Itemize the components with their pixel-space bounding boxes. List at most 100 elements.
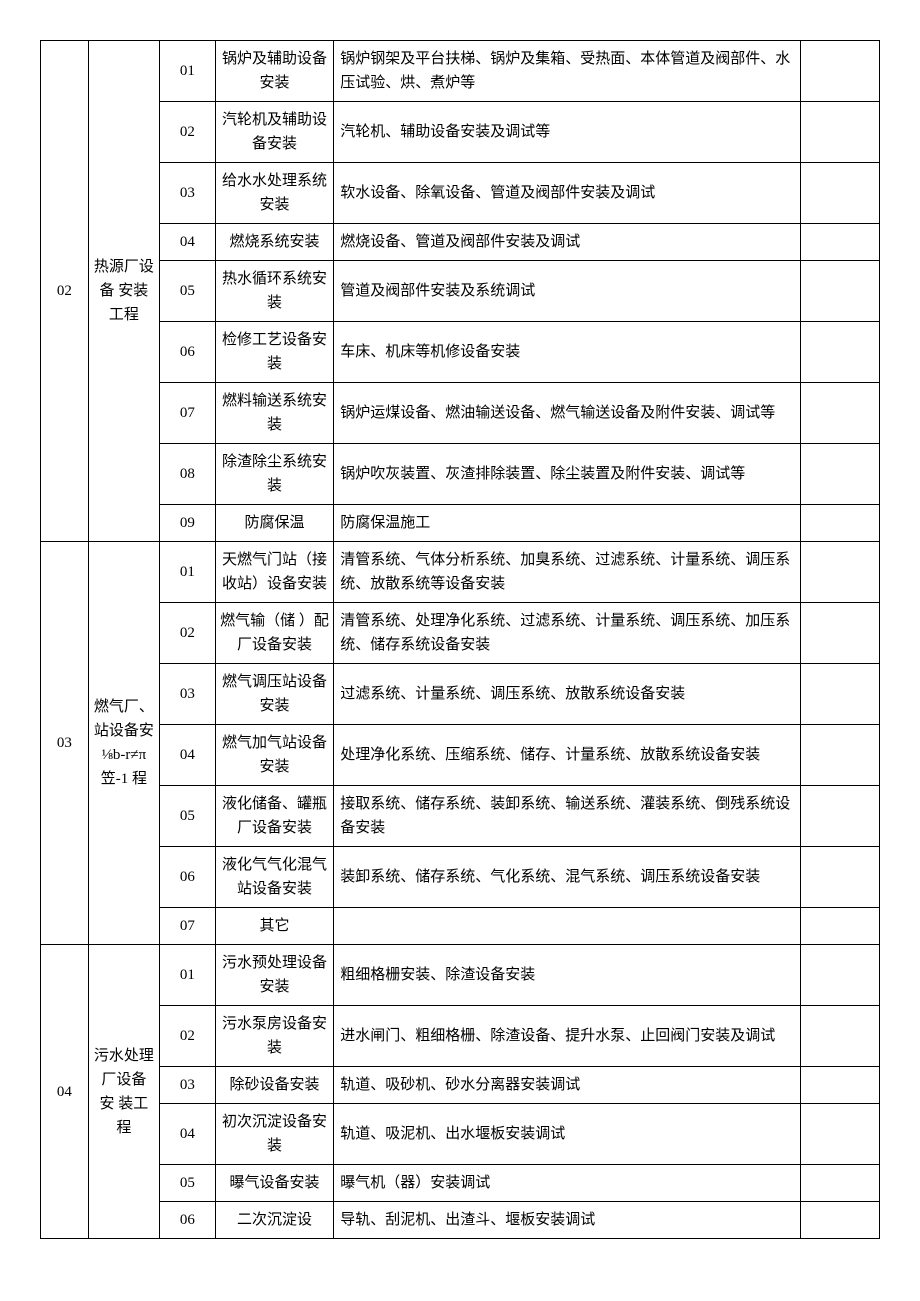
table-row: 04燃气加气站设备安装处理净化系统、压缩系统、储存、计量系统、放散系统设备安装 (41, 725, 880, 786)
row-num: 07 (160, 383, 216, 444)
item-desc: 锅炉吹灰装置、灰渣排除装置、除尘装置及附件安装、调试等 (334, 444, 801, 505)
table-row: 06二次沉淀设导轨、刮泥机、出渣斗、堰板安装调试 (41, 1202, 880, 1239)
blank-cell (800, 786, 879, 847)
table-row: 03给水水处理系统安装软水设备、除氧设备、管道及阀部件安装及调试 (41, 163, 880, 224)
item-name: 液化储备、罐瓶厂设备安装 (215, 786, 334, 847)
item-name: 污水泵房设备安装 (215, 1006, 334, 1067)
row-num: 07 (160, 908, 216, 945)
blank-cell (800, 1104, 879, 1165)
table-row: 08除渣除尘系统安装锅炉吹灰装置、灰渣排除装置、除尘装置及附件安装、调试等 (41, 444, 880, 505)
item-desc: 轨道、吸泥机、出水堰板安装调试 (334, 1104, 801, 1165)
blank-cell (800, 383, 879, 444)
blank-cell (800, 1067, 879, 1104)
row-num: 08 (160, 444, 216, 505)
item-desc: 轨道、吸砂机、砂水分离器安装调试 (334, 1067, 801, 1104)
blank-cell (800, 1006, 879, 1067)
row-num: 06 (160, 847, 216, 908)
item-desc: 粗细格栅安装、除渣设备安装 (334, 945, 801, 1006)
table-row: 05热水循环系统安装管道及阀部件安装及系统调试 (41, 261, 880, 322)
blank-cell (800, 1165, 879, 1202)
table-row: 02污水泵房设备安装进水闸门、粗细格栅、除渣设备、提升水泵、止回阀门安装及调试 (41, 1006, 880, 1067)
item-name: 初次沉淀设备安装 (215, 1104, 334, 1165)
row-num: 03 (160, 163, 216, 224)
item-desc: 装卸系统、储存系统、气化系统、混气系统、调压系统设备安装 (334, 847, 801, 908)
table-row: 09防腐保温防腐保温施工 (41, 505, 880, 542)
spec-table: 02热源厂设 备 安装工程01锅炉及辅助设备安装锅炉钢架及平台扶梯、锅炉及集箱、… (40, 40, 880, 1239)
row-num: 02 (160, 1006, 216, 1067)
item-name: 液化气气化混气站设备安装 (215, 847, 334, 908)
table-row: 03除砂设备安装轨道、吸砂机、砂水分离器安装调试 (41, 1067, 880, 1104)
item-desc: 管道及阀部件安装及系统调试 (334, 261, 801, 322)
item-name: 给水水处理系统安装 (215, 163, 334, 224)
item-name: 污水预处理设备安装 (215, 945, 334, 1006)
blank-cell (800, 322, 879, 383)
item-name: 燃气加气站设备安装 (215, 725, 334, 786)
table-row: 02热源厂设 备 安装工程01锅炉及辅助设备安装锅炉钢架及平台扶梯、锅炉及集箱、… (41, 41, 880, 102)
blank-cell (800, 41, 879, 102)
blank-cell (800, 505, 879, 542)
row-num: 02 (160, 603, 216, 664)
item-desc: 燃烧设备、管道及阀部件安装及调试 (334, 224, 801, 261)
item-desc (334, 908, 801, 945)
section-id: 03 (41, 542, 89, 945)
item-name: 曝气设备安装 (215, 1165, 334, 1202)
item-name: 二次沉淀设 (215, 1202, 334, 1239)
row-num: 06 (160, 1202, 216, 1239)
table-row: 05曝气设备安装曝气机（器）安装调试 (41, 1165, 880, 1202)
item-desc: 处理净化系统、压缩系统、储存、计量系统、放散系统设备安装 (334, 725, 801, 786)
item-name: 燃料输送系统安装 (215, 383, 334, 444)
item-desc: 清管系统、处理净化系统、过滤系统、计量系统、调压系统、加压系统、储存系统设备安装 (334, 603, 801, 664)
blank-cell (800, 444, 879, 505)
item-name: 检修工艺设备安装 (215, 322, 334, 383)
table-row: 02汽轮机及辅助设备安装汽轮机、辅助设备安装及调试等 (41, 102, 880, 163)
table-row: 03燃气厂、站设备安⅛b-r≠π笠-1 程01天燃气门站（接收站）设备安装清管系… (41, 542, 880, 603)
row-num: 05 (160, 1165, 216, 1202)
section-name: 热源厂设 备 安装工程 (88, 41, 159, 542)
table-row: 06液化气气化混气站设备安装装卸系统、储存系统、气化系统、混气系统、调压系统设备… (41, 847, 880, 908)
item-desc: 锅炉运煤设备、燃油输送设备、燃气输送设备及附件安装、调试等 (334, 383, 801, 444)
item-desc: 汽轮机、辅助设备安装及调试等 (334, 102, 801, 163)
table-row: 07其它 (41, 908, 880, 945)
row-num: 02 (160, 102, 216, 163)
row-num: 03 (160, 664, 216, 725)
blank-cell (800, 163, 879, 224)
blank-cell (800, 725, 879, 786)
table-row: 03燃气调压站设备安装过滤系统、计量系统、调压系统、放散系统设备安装 (41, 664, 880, 725)
blank-cell (800, 847, 879, 908)
blank-cell (800, 664, 879, 725)
item-desc: 清管系统、气体分析系统、加臭系统、过滤系统、计量系统、调压系统、放散系统等设备安… (334, 542, 801, 603)
blank-cell (800, 542, 879, 603)
item-desc: 接取系统、储存系统、装卸系统、输送系统、灌装系统、倒残系统设备安装 (334, 786, 801, 847)
row-num: 04 (160, 224, 216, 261)
row-num: 06 (160, 322, 216, 383)
item-name: 天燃气门站（接收站）设备安装 (215, 542, 334, 603)
table-row: 04燃烧系统安装燃烧设备、管道及阀部件安装及调试 (41, 224, 880, 261)
item-name: 防腐保温 (215, 505, 334, 542)
item-name: 热水循环系统安装 (215, 261, 334, 322)
row-num: 09 (160, 505, 216, 542)
item-name: 燃烧系统安装 (215, 224, 334, 261)
blank-cell (800, 224, 879, 261)
item-desc: 车床、机床等机修设备安装 (334, 322, 801, 383)
row-num: 01 (160, 542, 216, 603)
row-num: 01 (160, 945, 216, 1006)
item-name: 除砂设备安装 (215, 1067, 334, 1104)
item-name: 其它 (215, 908, 334, 945)
item-desc: 进水闸门、粗细格栅、除渣设备、提升水泵、止回阀门安装及调试 (334, 1006, 801, 1067)
table-row: 04污水处理厂设备 安 装工程01污水预处理设备安装粗细格栅安装、除渣设备安装 (41, 945, 880, 1006)
row-num: 04 (160, 725, 216, 786)
table-row: 02燃气输（储 ）配厂设备安装清管系统、处理净化系统、过滤系统、计量系统、调压系… (41, 603, 880, 664)
item-name: 除渣除尘系统安装 (215, 444, 334, 505)
table-row: 04初次沉淀设备安装轨道、吸泥机、出水堰板安装调试 (41, 1104, 880, 1165)
item-desc: 过滤系统、计量系统、调压系统、放散系统设备安装 (334, 664, 801, 725)
table-row: 07燃料输送系统安装锅炉运煤设备、燃油输送设备、燃气输送设备及附件安装、调试等 (41, 383, 880, 444)
section-name: 污水处理厂设备 安 装工程 (88, 945, 159, 1239)
row-num: 05 (160, 261, 216, 322)
table-row: 06检修工艺设备安装车床、机床等机修设备安装 (41, 322, 880, 383)
item-name: 汽轮机及辅助设备安装 (215, 102, 334, 163)
item-desc: 导轨、刮泥机、出渣斗、堰板安装调试 (334, 1202, 801, 1239)
blank-cell (800, 603, 879, 664)
section-name: 燃气厂、站设备安⅛b-r≠π笠-1 程 (88, 542, 159, 945)
blank-cell (800, 261, 879, 322)
item-desc: 防腐保温施工 (334, 505, 801, 542)
